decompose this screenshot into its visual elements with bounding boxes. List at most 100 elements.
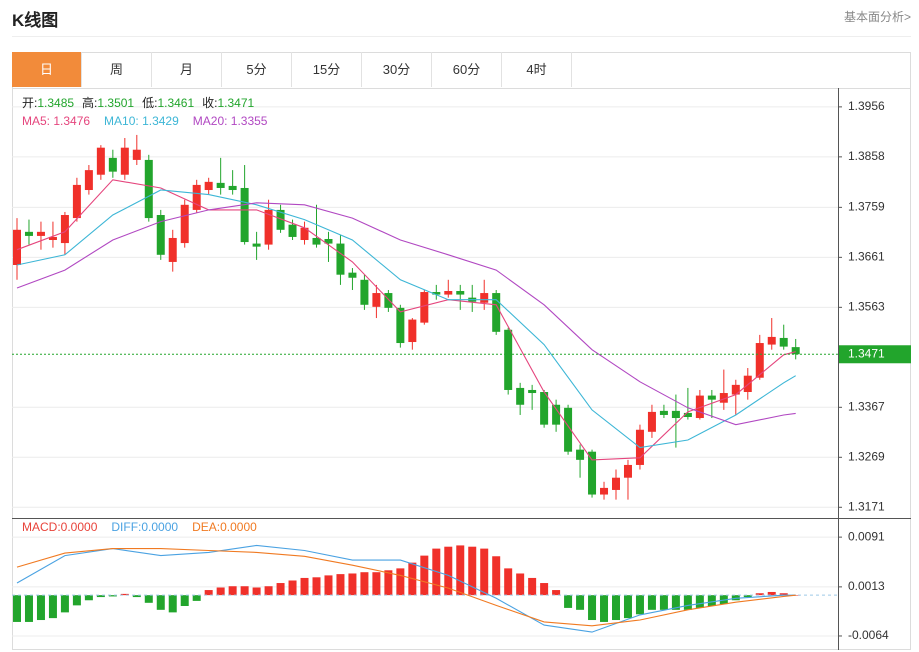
tab[interactable]: 4时 — [502, 52, 572, 87]
ma-line — [16, 202, 796, 426]
analysis-link[interactable]: 基本面分析> — [843, 10, 911, 24]
macd-bar — [240, 586, 249, 596]
legend-entry: MA10: 1.3429 — [104, 114, 179, 128]
macd-bar — [120, 593, 129, 596]
ma-line — [16, 179, 796, 461]
candle-body — [48, 236, 57, 241]
candle-body — [623, 464, 632, 478]
candle-body — [72, 184, 81, 219]
macd-bar — [336, 574, 345, 596]
y-tick-label: 1.3269 — [848, 449, 885, 463]
macd-bar — [767, 591, 776, 596]
ma-line — [16, 189, 796, 449]
candle-body — [743, 375, 752, 393]
macd-bar — [300, 577, 309, 596]
candle-body — [492, 293, 501, 332]
tab[interactable]: 周 — [82, 52, 152, 87]
macd-bar — [180, 595, 189, 606]
y-tick-label: 0.0013 — [848, 579, 885, 593]
candle-body — [612, 477, 620, 490]
legend-value: 1.3501 — [97, 96, 134, 110]
tab[interactable]: 日 — [12, 52, 82, 87]
macd-bar — [144, 595, 153, 603]
candle-body — [647, 411, 656, 432]
tab[interactable]: 60分 — [432, 52, 502, 87]
macd-bar — [588, 595, 597, 621]
macd-bar — [444, 546, 453, 596]
candle-body — [528, 389, 537, 394]
candle-body — [264, 209, 273, 245]
candle-body — [576, 449, 585, 460]
macd-bar — [647, 595, 656, 610]
candle-body — [156, 215, 165, 255]
macd-bar — [552, 590, 561, 596]
tab[interactable]: 30分 — [362, 52, 432, 87]
candle-body — [755, 343, 764, 378]
candle-body — [108, 157, 117, 172]
macd-bar — [312, 577, 321, 596]
macd-bar — [671, 595, 680, 610]
macd-bar — [84, 595, 93, 601]
current-price-tag — [839, 345, 911, 364]
candle-body — [480, 293, 489, 303]
macd-bar — [324, 575, 333, 596]
candle-body — [144, 159, 153, 219]
candle-body — [324, 238, 333, 244]
macd-bar — [659, 595, 668, 610]
y-tick-label: 1.3661 — [848, 250, 885, 264]
candle-body — [300, 227, 309, 241]
candle-body — [432, 292, 441, 295]
macd-bar — [24, 595, 33, 622]
candle-body — [396, 307, 405, 344]
candle-body — [444, 291, 453, 295]
macd-bar — [492, 556, 501, 596]
candle-body — [731, 384, 740, 395]
candle-body — [564, 407, 573, 452]
candle-body — [719, 393, 728, 403]
macd-bar — [564, 595, 573, 608]
candle-body — [588, 451, 597, 495]
macd-bar — [108, 595, 117, 597]
legend-value: 1.3461 — [157, 96, 194, 110]
candle-body — [707, 395, 716, 400]
macd-bar — [48, 595, 57, 619]
legend-label: 开: — [22, 96, 37, 110]
tab[interactable]: 5分 — [222, 52, 292, 87]
macd-bar — [456, 545, 465, 596]
macd-bar — [612, 595, 620, 621]
candle-body — [767, 336, 776, 345]
macd-line — [16, 548, 796, 627]
candle-body — [791, 347, 800, 355]
legend-entry: MA5: 1.3476 — [22, 114, 90, 128]
macd-bar — [156, 595, 165, 610]
candle-body — [288, 224, 297, 237]
tab[interactable]: 月 — [152, 52, 222, 87]
candle-body — [168, 237, 177, 262]
y-tick-label: 1.3171 — [848, 499, 885, 513]
candle-body — [504, 329, 513, 390]
candle-body — [240, 187, 249, 243]
candle-body — [671, 410, 680, 419]
y-tick-label: 1.3956 — [848, 99, 885, 113]
candle-body — [60, 215, 69, 244]
y-tick-label: 1.3759 — [848, 200, 885, 214]
y-tick-label: 1.3367 — [848, 399, 885, 413]
tab[interactable]: 15分 — [292, 52, 362, 87]
macd-bar — [707, 595, 716, 606]
candle-body — [84, 170, 93, 191]
candle-body — [552, 404, 561, 425]
macd-bar — [60, 595, 69, 613]
y-tick-label: 1.3858 — [848, 149, 885, 163]
header-rule — [12, 36, 911, 37]
candle-body — [252, 243, 261, 247]
candle-body — [360, 279, 369, 305]
macd-bar — [36, 595, 45, 621]
macd-bar — [13, 595, 21, 622]
macd-line — [16, 544, 796, 633]
candle-body — [192, 184, 201, 210]
candle-body — [336, 243, 345, 275]
macd-bar — [168, 595, 177, 613]
macd-bar — [504, 568, 513, 596]
macd-bar — [731, 595, 740, 601]
